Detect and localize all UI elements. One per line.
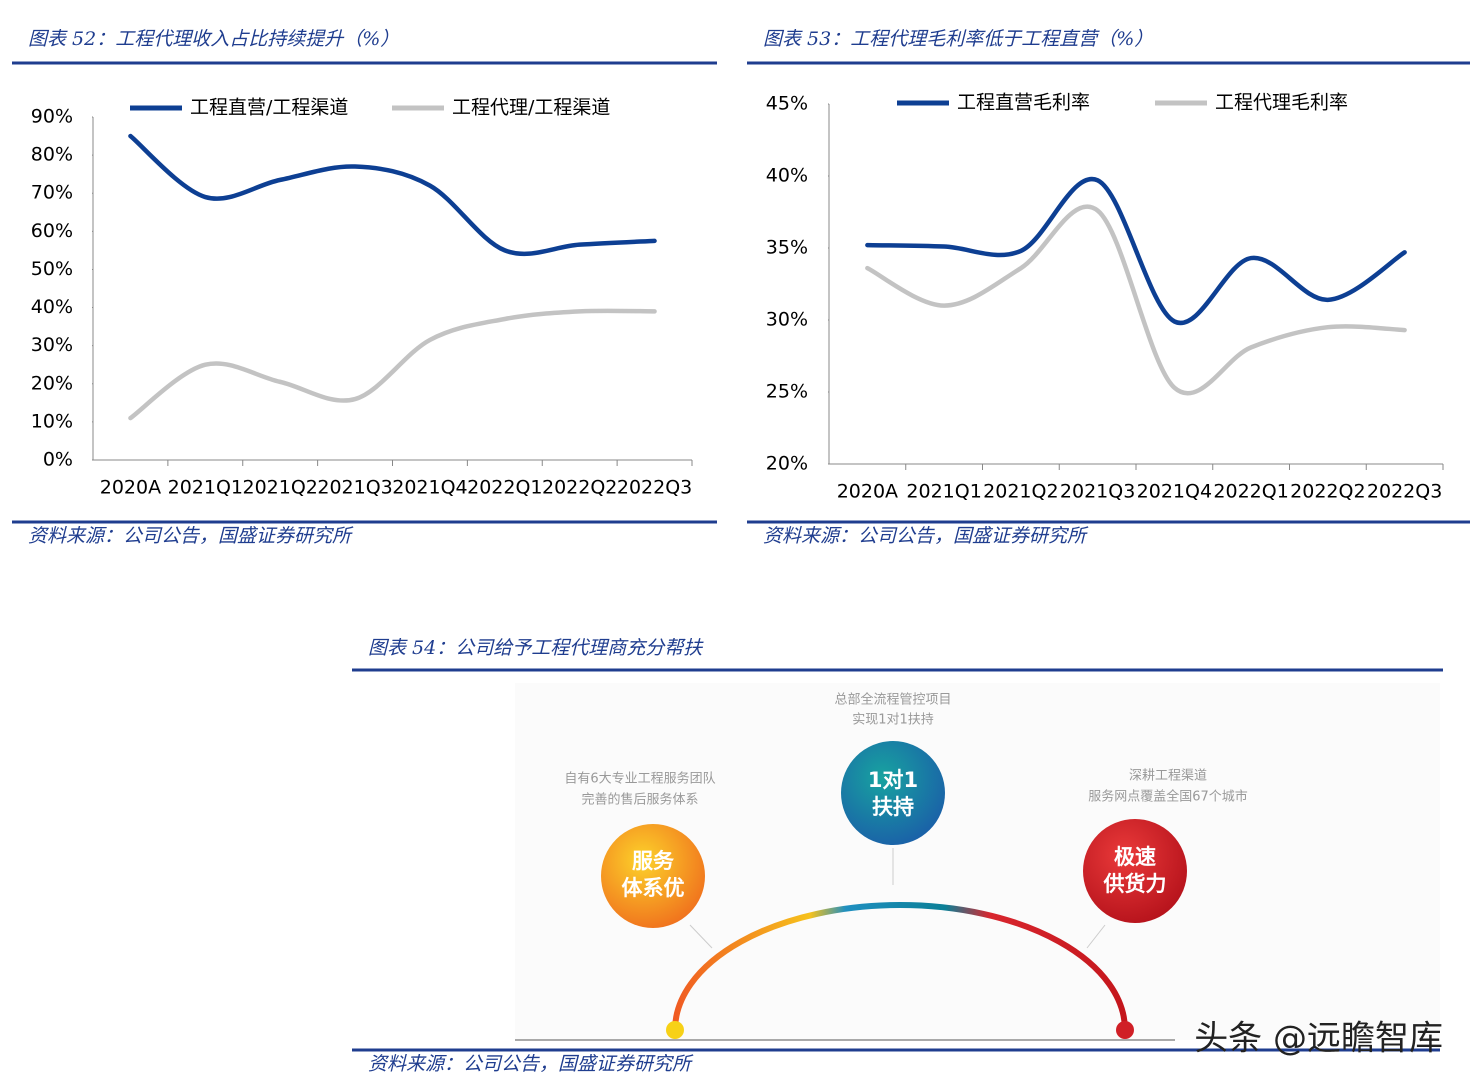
arc [672, 902, 1128, 1031]
series-line [865, 176, 1407, 326]
arc-end-dot [1116, 1021, 1134, 1039]
x-tick-label: 2021Q4 [1137, 481, 1212, 503]
y-tick-label: 60% [31, 220, 73, 242]
x-tick-label: 2022Q2 [1290, 481, 1365, 503]
series-line [128, 133, 657, 257]
node-circle [1083, 819, 1187, 923]
y-tick-label: 90% [31, 106, 73, 128]
series-line [128, 308, 657, 421]
arc-end-dot [666, 1021, 684, 1039]
x-tick-label: 2021Q4 [392, 477, 467, 499]
node-label: 极速 [1114, 845, 1156, 869]
figure-title: 图表 54：公司给予工程代理商充分帮扶 [368, 637, 704, 659]
node-label: 供货力 [1103, 872, 1167, 896]
x-tick-label: 2021Q2 [242, 477, 317, 499]
node-circle [841, 741, 945, 845]
y-tick-label: 10% [31, 410, 73, 432]
node-caption: 自有6大专业工程服务团队 [564, 771, 715, 787]
y-tick-label: 45% [766, 93, 808, 115]
legend-label: 工程直营/工程渠道 [190, 97, 348, 119]
x-tick-label: 2022Q1 [467, 477, 542, 499]
x-tick-label: 2021Q3 [1060, 481, 1135, 503]
connector [1086, 924, 1106, 949]
y-tick-label: 25% [766, 381, 808, 403]
connector [689, 924, 713, 949]
source-note: 资料来源：公司公告，国盛证券研究所 [28, 525, 354, 547]
chart-title: 图表 53：工程代理毛利率低于工程直营（%） [763, 28, 1153, 50]
x-tick-label: 2020A [100, 477, 161, 499]
node-label: 体系优 [622, 876, 685, 900]
y-tick-label: 30% [31, 334, 73, 356]
x-tick-label: 2022Q3 [617, 477, 692, 499]
node-caption: 完善的售后服务体系 [581, 792, 698, 808]
legend-label: 工程直营毛利率 [957, 92, 1090, 114]
source-note: 资料来源：公司公告，国盛证券研究所 [368, 1053, 694, 1075]
x-tick-label: 2022Q2 [542, 477, 617, 499]
legend-label: 工程代理毛利率 [1215, 92, 1348, 114]
y-tick-label: 20% [766, 453, 808, 475]
x-tick-label: 2021Q3 [317, 477, 392, 499]
node-caption: 实现1对1扶持 [852, 713, 934, 728]
y-tick-label: 40% [31, 296, 73, 318]
y-tick-label: 35% [766, 237, 808, 259]
node-caption: 深耕工程渠道 [1129, 768, 1207, 784]
x-tick-label: 2021Q1 [168, 477, 243, 499]
series-line [865, 204, 1407, 396]
x-tick-label: 2022Q1 [1213, 481, 1288, 503]
y-tick-label: 0% [43, 449, 73, 471]
x-tick-label: 2021Q1 [906, 481, 981, 503]
y-tick-label: 70% [31, 182, 73, 204]
y-tick-label: 50% [31, 258, 73, 280]
node-label: 扶持 [872, 795, 914, 819]
x-tick-label: 2021Q2 [983, 481, 1058, 503]
node-label: 1对1 [868, 768, 918, 792]
chart-title: 图表 52：工程代理收入占比持续提升（%） [28, 28, 399, 50]
y-tick-label: 40% [766, 165, 808, 187]
y-tick-label: 80% [31, 144, 73, 166]
node-label: 服务 [632, 849, 675, 873]
x-tick-label: 2020A [837, 481, 898, 503]
source-note: 资料来源：公司公告，国盛证券研究所 [763, 525, 1089, 547]
watermark: 头条 @远瞻智库 [1194, 1019, 1443, 1059]
x-tick-label: 2022Q3 [1367, 481, 1442, 503]
node-circle [601, 824, 705, 928]
legend-label: 工程代理/工程渠道 [452, 97, 610, 119]
y-tick-label: 30% [766, 309, 808, 331]
y-tick-label: 20% [31, 372, 73, 394]
node-caption: 总部全流程管控项目 [834, 692, 951, 708]
node-caption: 服务网点覆盖全国67个城市 [1088, 789, 1248, 805]
